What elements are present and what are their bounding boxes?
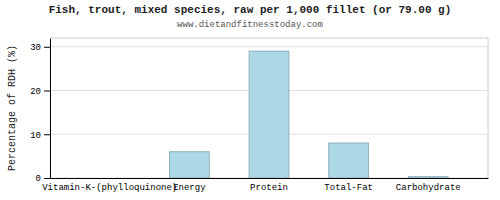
x-tick: Protein xyxy=(250,183,288,193)
x-axis-line xyxy=(51,178,489,179)
bar xyxy=(329,143,369,178)
x-tick-label: Energy xyxy=(173,183,206,193)
y-tick-mark xyxy=(44,47,50,48)
bar xyxy=(169,152,209,178)
subtitle: www.dietandfitnesstoday.com xyxy=(177,20,323,30)
y-tick-label: 10 xyxy=(30,131,41,141)
plot-area: 0 10 20 30 Vitamin-K-(phylloquinone)Energy Pr… xyxy=(30,38,488,193)
chart: Fish, trout, mixed species, raw per 1,00… xyxy=(0,0,500,200)
plot-frame xyxy=(488,38,489,178)
x-tick: Carbohydrate xyxy=(396,183,461,193)
y-tick: 30 xyxy=(30,43,50,53)
x-tick-label: Carbohydrate xyxy=(396,183,461,193)
bar xyxy=(408,177,448,178)
plot-frame xyxy=(50,38,488,39)
y-tick-label: 0 xyxy=(36,174,41,184)
grid xyxy=(50,47,488,178)
x-tick: Vitamin-K-(phylloquinone) xyxy=(42,183,177,193)
y-tick: 10 xyxy=(30,131,50,141)
grid-line xyxy=(50,46,488,47)
bars xyxy=(169,51,448,178)
bar xyxy=(249,51,289,178)
x-tick-label: Protein xyxy=(250,183,288,193)
y-tick-label: 20 xyxy=(30,87,41,97)
y-tick-mark xyxy=(44,134,50,135)
y-axis: 0 10 20 30 xyxy=(30,39,50,185)
y-axis-title: Percentage of RDH (%) xyxy=(7,45,18,171)
x-axis: Vitamin-K-(phylloquinone)Energy Protein To… xyxy=(42,179,488,194)
bar xyxy=(90,178,130,179)
y-tick-label: 30 xyxy=(30,43,41,53)
x-tick: Energy xyxy=(173,183,206,193)
y-tick-mark xyxy=(44,178,50,179)
y-axis-line xyxy=(50,39,51,179)
x-tick: Total-Fat xyxy=(324,183,373,193)
x-tick-label: Total-Fat xyxy=(324,183,373,193)
x-tick-label: Vitamin-K-(phylloquinone) xyxy=(42,183,177,193)
title: Fish, trout, mixed species, raw per 1,00… xyxy=(49,4,452,16)
y-tick: 20 xyxy=(30,87,50,97)
y-tick-mark xyxy=(44,91,50,92)
